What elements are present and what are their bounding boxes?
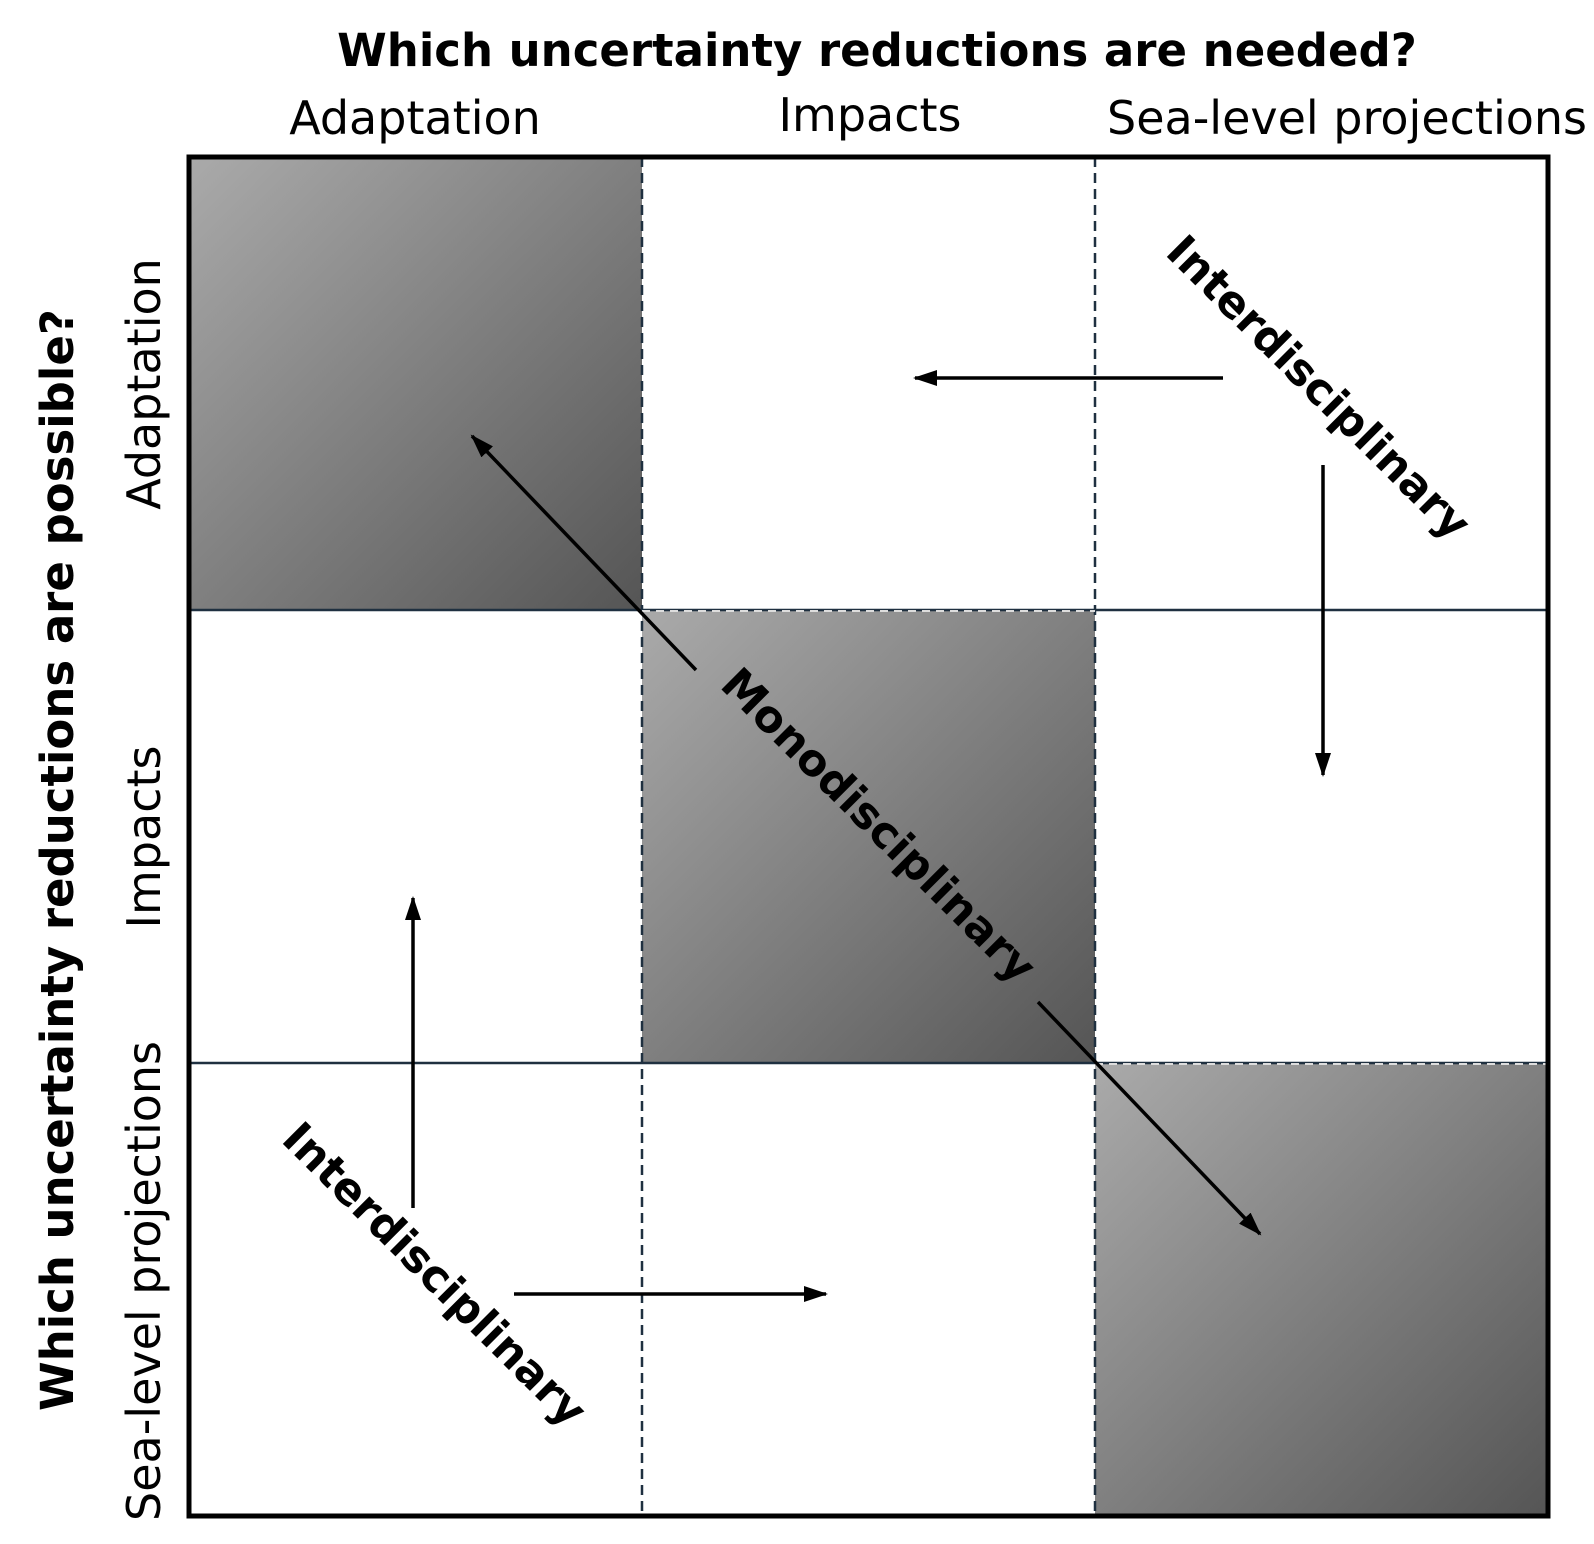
row-header-sea-level-projections: Sea-level projections [117,1041,171,1521]
interdisciplinary-lower-label: Interdisciplinary [272,1113,596,1437]
cell-impacts-impacts [642,610,1095,1063]
column-header-impacts: Impacts [778,88,961,142]
top-title: Which uncertainty reductions are needed? [337,24,1417,77]
interdisciplinary-upper-label: Interdisciplinary [1156,226,1480,550]
row-header-impacts: Impacts [117,745,171,928]
column-header-sea-level-projections: Sea-level projections [1107,91,1587,145]
matrix-frame [186,154,1551,1519]
mono-arrow-up-left [470,434,698,672]
column-header-adaptation: Adaptation [289,91,541,145]
mono-arrow-down-right [1036,1000,1262,1236]
row-header-adaptation: Adaptation [117,258,171,510]
left-title: Which uncertainty reductions are possibl… [31,309,84,1411]
